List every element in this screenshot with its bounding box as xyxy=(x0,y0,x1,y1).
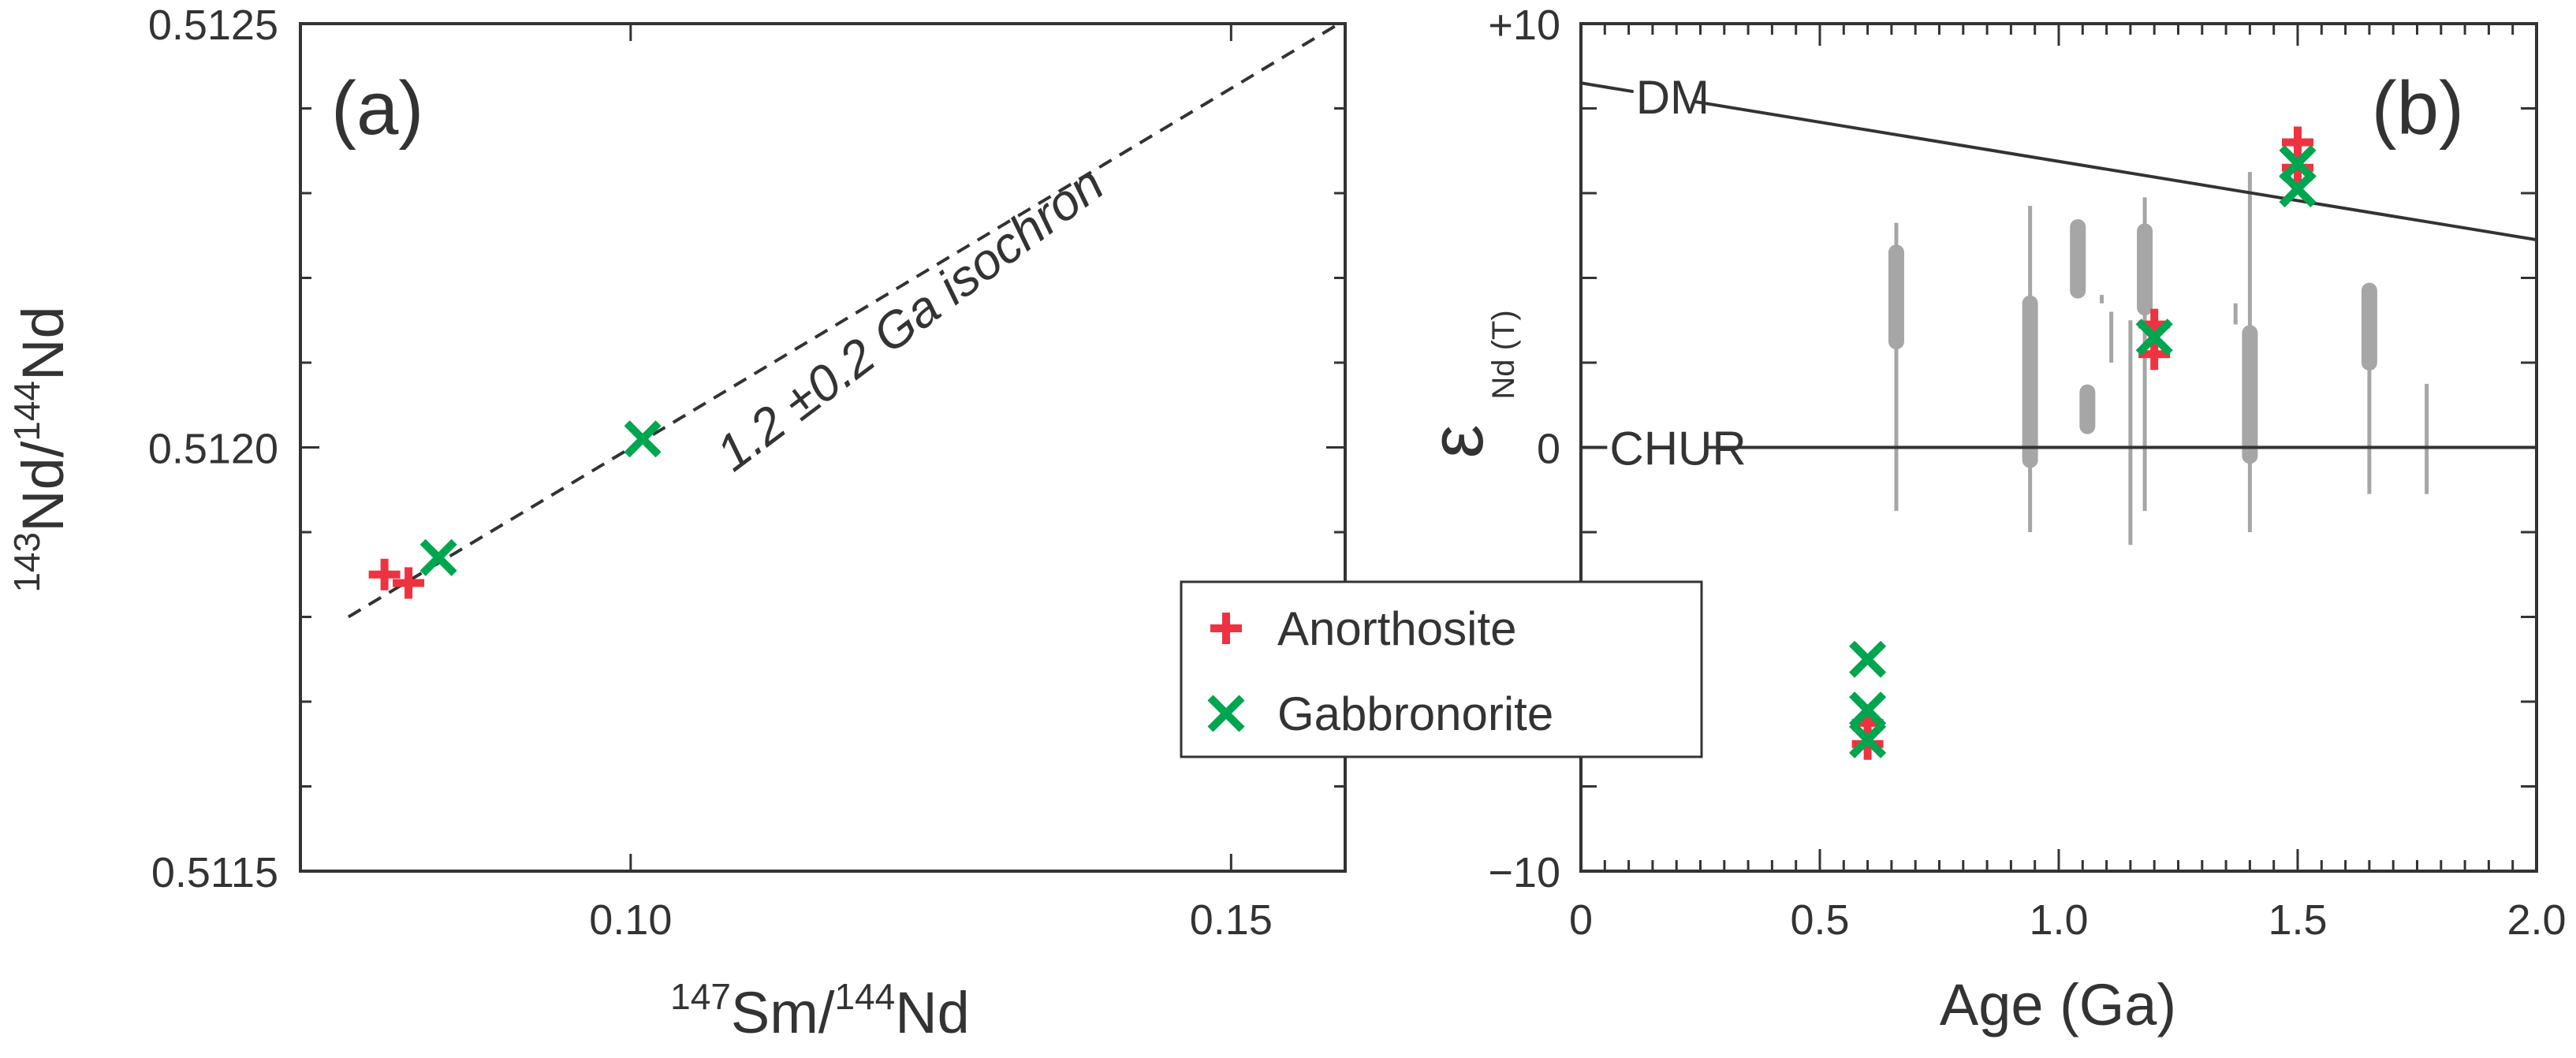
panel-b-y-tick-label: −10 xyxy=(1488,849,1560,896)
panel-a-gabbronorite-point xyxy=(624,420,662,458)
panel-a-x-tick-label: 0.15 xyxy=(1190,896,1273,944)
panel-b-gabbronorite-point xyxy=(1849,691,1887,729)
panel-b-gabbronorite-point xyxy=(2135,319,2173,356)
panel-b-gabbronorite-point xyxy=(2279,170,2317,208)
panel-a: 0.10 0.15 0.5115 0.5120 0.5125 (a) 1.2 ±0.2 … xyxy=(6,2,1347,1045)
panel-b-reference-lines: DM CHUR xyxy=(1580,71,2537,475)
panel-b-anorthosite-point xyxy=(2138,338,2171,371)
dm-label: DM xyxy=(1636,71,1709,124)
panel-a-y-axis-title: 143Nd/144Nd xyxy=(6,306,76,592)
panel-a-points xyxy=(368,420,662,599)
panel-b-gabbronorite-point xyxy=(1849,721,1887,758)
svg-text:Nd (T): Nd (T) xyxy=(1486,310,1521,399)
panel-a-isochron xyxy=(347,22,1340,619)
panel-b-letter: (b) xyxy=(2372,66,2464,151)
panel-b-points xyxy=(1849,126,2317,760)
panel-b-y-axis-title: ε Nd (T) xyxy=(1415,310,1521,458)
panel-a-frame xyxy=(299,22,1347,873)
panel-a-y-tick-label: 0.5115 xyxy=(151,849,278,896)
dm-line xyxy=(1693,99,2537,242)
panel-b-y-tick-label: +10 xyxy=(1488,2,1560,49)
panel-a-anorthosite-point xyxy=(368,558,401,590)
panel-b-y-tick-label: 0 xyxy=(1537,426,1560,473)
isochron-label: 1.2 ±0.2 Ga isochron xyxy=(706,155,1113,482)
panel-a-anorthosite-point xyxy=(393,567,425,599)
panel-b-x-tick-label: 0 xyxy=(1569,896,1593,944)
legend-box xyxy=(1180,580,1703,758)
panel-a-y-tick-label: 0.5125 xyxy=(148,2,278,49)
panel-b-gabbronorite-point xyxy=(1849,640,1887,678)
legend-gabbronorite-marker xyxy=(1207,695,1245,732)
isochron-line xyxy=(347,22,1340,619)
panel-b-ticks: 0 0.5 1.0 1.5 2.0−100+10 xyxy=(1488,2,2566,944)
panel-b-x-tick-label: 1.0 xyxy=(2029,896,2088,944)
legend-gabbronorite-label: Gabbronorite xyxy=(1277,687,1553,740)
dm-line xyxy=(1580,81,1634,94)
legend-anorthosite-label: Anorthosite xyxy=(1277,602,1517,655)
panel-a-letter: (a) xyxy=(331,66,423,151)
panel-a-ticks: 0.10 0.15 0.5115 0.5120 0.5125 xyxy=(148,2,1345,944)
panel-a-x-axis-title: 147Sm/144Nd xyxy=(670,976,970,1045)
panel-b-x-tick-label: 2.0 xyxy=(2507,896,2566,944)
panel-a-gabbronorite-point xyxy=(419,538,457,576)
panel-a-x-tick-label: 0.10 xyxy=(589,896,672,944)
panel-b-frame xyxy=(1579,22,2538,873)
panel-b-x-tick-label: 1.5 xyxy=(2268,896,2327,944)
svg-text:ε: ε xyxy=(1415,425,1499,459)
panel-a-y-tick-label: 0.5120 xyxy=(148,426,278,473)
chur-label: CHUR xyxy=(1609,423,1746,475)
legend: Anorthosite Gabbronorite xyxy=(1180,580,1703,758)
legend-anorthosite-marker xyxy=(1210,613,1242,644)
panel-b-x-tick-label: 0.5 xyxy=(1790,896,1849,944)
panel-b-x-axis-title: Age (Ga) xyxy=(1940,972,2176,1038)
panel-b-literature-ranges xyxy=(1888,172,2429,546)
